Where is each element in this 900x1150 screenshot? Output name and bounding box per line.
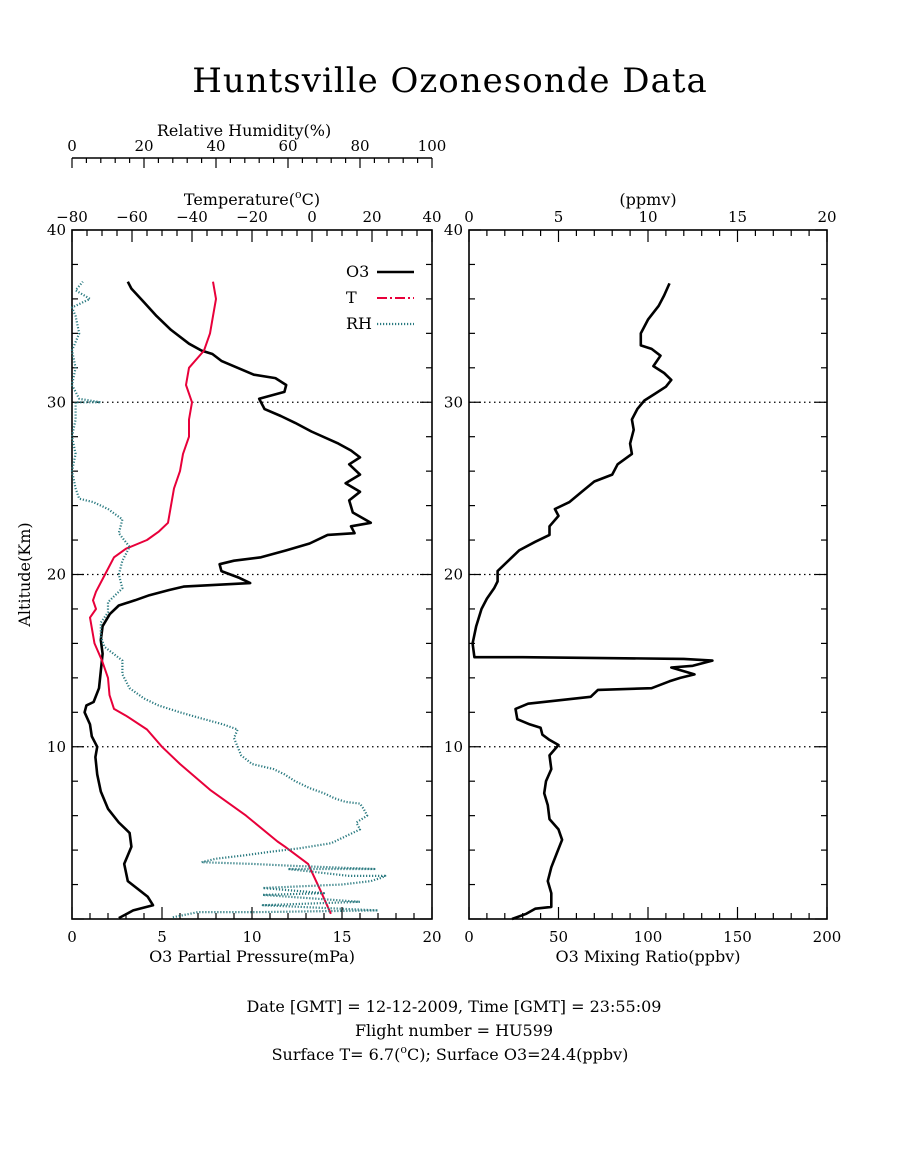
rh-tick-label: 20 xyxy=(134,137,153,155)
temperature-tick-label: −60 xyxy=(116,208,148,226)
x-bottom-tick-label: 200 xyxy=(813,928,842,946)
plot-frame xyxy=(468,229,828,920)
footer-line3-prefix: Surface T= 6.7( xyxy=(272,1045,401,1064)
x-bottom-tick-label: 15 xyxy=(332,928,351,946)
chart-title: Huntsville Ozonesonde Data xyxy=(192,61,708,101)
x-bottom-axis-title: O3 Mixing Ratio(ppbv) xyxy=(555,947,740,966)
rh-tick-label: 40 xyxy=(206,137,225,155)
legend: O3 T RH xyxy=(346,262,414,333)
y-tick-label: 30 xyxy=(47,393,66,411)
footer-line3-sup: o xyxy=(400,1043,407,1056)
footer: Date [GMT] = 12-12-2009, Time [GMT] = 23… xyxy=(247,997,662,1064)
temperature-title-prefix: Temperature( xyxy=(184,190,295,209)
x-bottom-tick-label: 10 xyxy=(242,928,261,946)
series-line-t xyxy=(89,281,332,915)
temperature-title-sup: o xyxy=(295,188,302,201)
rh-axis-title: Relative Humidity(%) xyxy=(157,121,331,140)
x-bottom-tick-label: 50 xyxy=(549,928,568,946)
legend-label-o3: O3 xyxy=(346,262,369,281)
footer-line3-suffix: C); Surface O3=24.4(ppbv) xyxy=(407,1045,628,1064)
y-tick-label: 10 xyxy=(444,738,463,756)
ppmv-tick-label: 20 xyxy=(817,208,836,226)
left-panel: 10 20 30 40 0 5 10 15 20 O3 Partial Pressure(mPa)… xyxy=(15,121,446,966)
ppmv-tick-label: 10 xyxy=(638,208,657,226)
x-bottom-tick-label: 150 xyxy=(723,928,752,946)
rh-tick-label: 60 xyxy=(278,137,297,155)
footer-date-time: Date [GMT] = 12-12-2009, Time [GMT] = 23… xyxy=(247,997,662,1016)
rh-tick-label: 100 xyxy=(418,137,447,155)
temperature-title-suffix: C) xyxy=(302,190,320,209)
legend-label-t: T xyxy=(346,288,357,307)
x-bottom-tick-label: 20 xyxy=(422,928,441,946)
temperature-tick-label: 0 xyxy=(307,208,317,226)
y-tick-label: 30 xyxy=(444,393,463,411)
x-bottom-tick-label: 0 xyxy=(67,928,77,946)
x-bottom-tick-label: 0 xyxy=(464,928,474,946)
temperature-tick-label: −80 xyxy=(56,208,88,226)
x-bottom-axis-title: O3 Partial Pressure(mPa) xyxy=(149,947,355,966)
rh-tick-label: 80 xyxy=(350,137,369,155)
rh-tick-label: 0 xyxy=(67,137,77,155)
temperature-axis-title: Temperature(oC) xyxy=(184,188,320,209)
temperature-tick-label: −40 xyxy=(176,208,208,226)
x-bottom-tick-label: 5 xyxy=(157,928,167,946)
y-tick-label: 40 xyxy=(444,221,463,239)
ppmv-tick-label: 5 xyxy=(554,208,564,226)
y-tick-label: 10 xyxy=(47,738,66,756)
temperature-tick-label: 20 xyxy=(362,208,381,226)
y-axis-title: Altitude(Km) xyxy=(15,522,34,627)
temperature-tick-label: 40 xyxy=(422,208,441,226)
y-tick-label: 20 xyxy=(444,566,463,584)
ppmv-axis-title: (ppmv) xyxy=(619,190,676,209)
x-bottom-tick-label: 100 xyxy=(634,928,663,946)
footer-flight-number: Flight number = HU599 xyxy=(355,1021,553,1040)
temperature-tick-label: −20 xyxy=(236,208,268,226)
y-tick-label: 40 xyxy=(47,221,66,239)
ppmv-tick-label: 15 xyxy=(728,208,747,226)
series-line-o3 xyxy=(83,281,373,920)
footer-surface-values: Surface T= 6.7(oC); Surface O3=24.4(ppbv… xyxy=(272,1043,629,1064)
y-tick-label: 20 xyxy=(47,566,66,584)
ppmv-tick-label: 0 xyxy=(464,208,474,226)
legend-label-rh: RH xyxy=(346,314,372,333)
series-line-o3-mixing-ratio xyxy=(471,282,714,921)
